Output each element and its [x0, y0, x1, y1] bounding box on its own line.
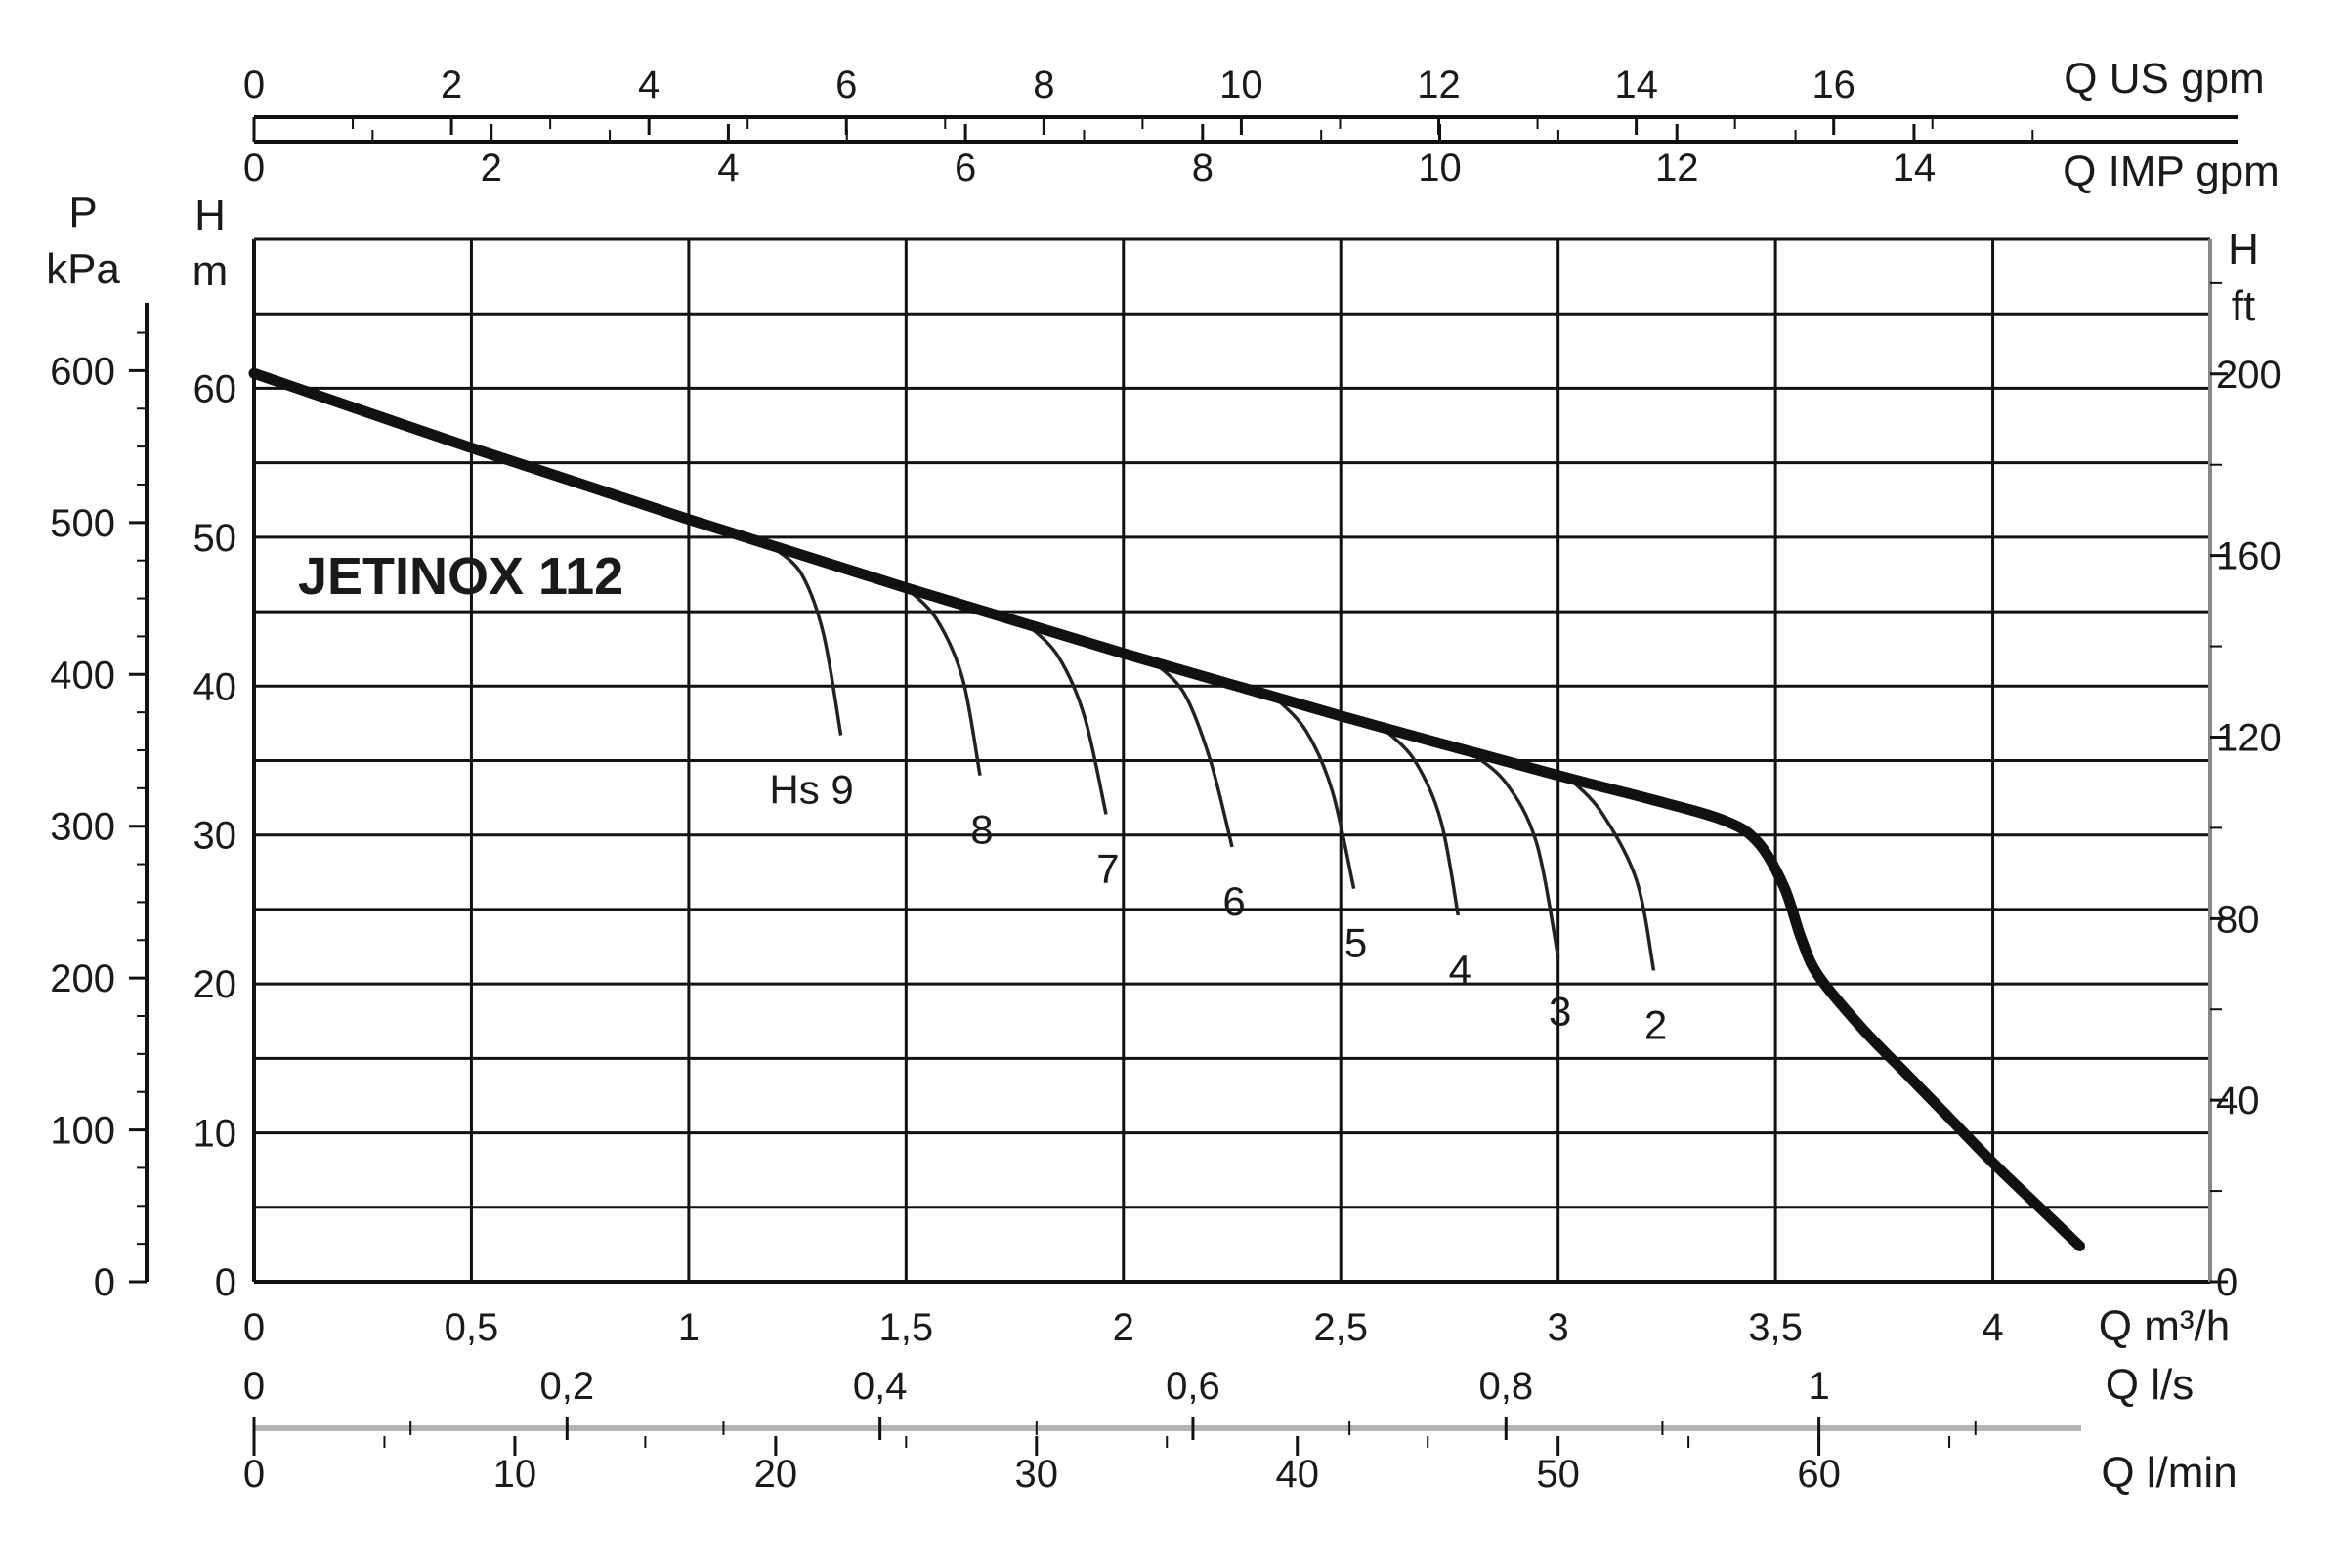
- suction-curve-label: 3: [1549, 989, 1571, 1035]
- suction-curve-label: 2: [1644, 1001, 1667, 1047]
- x-tick-label-usgpm: 6: [835, 64, 857, 106]
- x-tick-label-m3h: 1,5: [879, 1306, 934, 1349]
- x-tick-label-impgpm: 2: [481, 147, 502, 190]
- y-tick-label-m: 60: [193, 367, 237, 410]
- x-tick-label-lmin: 60: [1797, 1453, 1841, 1496]
- suction-curve-2: [905, 586, 982, 777]
- x-tick-label-impgpm: 12: [1655, 147, 1699, 190]
- x-tick-label-usgpm: 2: [441, 64, 462, 106]
- y-tick-label-kpa: 0: [94, 1261, 115, 1304]
- y-tick-label-ft: 160: [2216, 535, 2281, 578]
- x-tick-label-usgpm: 16: [1812, 64, 1855, 106]
- suction-curve-3: [1026, 623, 1108, 815]
- x-tick-label-ls: 0: [243, 1365, 265, 1408]
- x-tick-label-usgpm: 0: [243, 64, 265, 106]
- x-tick-label-usgpm: 12: [1417, 64, 1461, 106]
- x-tick-label-ls: 0,6: [1166, 1365, 1220, 1408]
- y-axis-label-m-line1: H: [194, 191, 226, 239]
- x-tick-label-m3h: 3,5: [1748, 1306, 1803, 1349]
- suction-curve-label: 7: [1096, 845, 1119, 891]
- x-tick-label-m3h: 2: [1113, 1306, 1134, 1349]
- x-tick-label-m3h: 0: [243, 1306, 265, 1349]
- x-tick-label-impgpm: 4: [717, 147, 739, 190]
- suction-curve-8: [1569, 779, 1656, 971]
- y-tick-label-m: 30: [193, 815, 237, 858]
- y-tick-label-kpa: 500: [50, 502, 115, 545]
- x-tick-label-impgpm: 0: [243, 147, 265, 190]
- y-tick-label-ft: 80: [2216, 898, 2260, 941]
- x-tick-label-lmin: 30: [1015, 1453, 1059, 1496]
- x-tick-label-lmin: 50: [1536, 1453, 1580, 1496]
- y-tick-label-m: 50: [193, 517, 237, 560]
- y-tick-label-kpa: 400: [50, 654, 115, 697]
- x-tick-label-ls: 0,4: [853, 1365, 908, 1408]
- y-tick-label-kpa: 100: [50, 1110, 115, 1153]
- chart-title: JETINOX 112: [298, 547, 623, 606]
- y-tick-label-kpa: 200: [50, 957, 115, 1000]
- suction-curve-label: 8: [970, 807, 993, 853]
- suction-curve-4: [1152, 660, 1234, 848]
- x-tick-label-lmin: 10: [493, 1453, 537, 1496]
- x-tick-label-impgpm: 10: [1418, 147, 1462, 190]
- y-tick-label-m: 20: [193, 963, 237, 1006]
- suction-curve-label: 4: [1449, 947, 1471, 993]
- x-tick-label-impgpm: 6: [955, 147, 976, 190]
- x-tick-label-ls: 0,8: [1478, 1365, 1533, 1408]
- x-tick-label-m3h: 0,5: [445, 1306, 499, 1349]
- y-tick-label-kpa: 300: [50, 806, 115, 849]
- y-tick-label-ft: 40: [2216, 1080, 2260, 1123]
- x-tick-label-usgpm: 10: [1219, 64, 1263, 106]
- y-tick-label-kpa: 600: [50, 350, 115, 393]
- x-axis-label-lmin: Q l/min: [2101, 1449, 2237, 1497]
- suction-curve-label: 6: [1222, 878, 1245, 924]
- y-axis-label-ft-line1: H: [2228, 226, 2259, 274]
- suction-curve-label: 5: [1344, 920, 1367, 966]
- x-tick-label-lmin: 20: [754, 1453, 798, 1496]
- suction-curve-7: [1470, 751, 1560, 958]
- suction-curve-5: [1274, 697, 1356, 889]
- y-axis-label-kpa-line1: P: [68, 189, 97, 236]
- x-axis-label-ls: Q l/s: [2106, 1361, 2194, 1409]
- x-tick-label-impgpm: 8: [1192, 147, 1214, 190]
- x-tick-label-m3h: 1: [678, 1306, 700, 1349]
- y-tick-label-m: 0: [215, 1261, 236, 1304]
- x-tick-label-lmin: 40: [1275, 1453, 1319, 1496]
- y-tick-label-m: 10: [193, 1113, 237, 1156]
- x-tick-label-m3h: 3: [1548, 1306, 1569, 1349]
- x-axis-label-m3h: Q m³/h: [2099, 1302, 2230, 1350]
- x-tick-label-ls: 1: [1808, 1365, 1829, 1408]
- x-axis-label-impgpm: Q IMP gpm: [2063, 148, 2280, 195]
- x-tick-label-usgpm: 14: [1614, 64, 1658, 106]
- y-tick-label-m: 40: [193, 665, 237, 708]
- x-axis-label-usgpm: Q US gpm: [2064, 55, 2264, 103]
- y-axis-label-ft-line2: ft: [2232, 282, 2255, 330]
- x-tick-label-lmin: 0: [243, 1453, 265, 1496]
- suction-curve-6: [1383, 728, 1461, 916]
- pump-curve-line: [248, 367, 2085, 1251]
- x-tick-label-m3h: 4: [1982, 1306, 2003, 1349]
- y-tick-label-ft: 200: [2216, 354, 2281, 397]
- x-tick-label-usgpm: 8: [1033, 64, 1054, 106]
- suction-curve-label: Hs 9: [769, 767, 853, 813]
- y-axis-label-m-line2: m: [192, 247, 229, 295]
- y-axis-label-kpa-line2: kPa: [46, 245, 120, 293]
- x-tick-label-ls: 0,2: [540, 1365, 595, 1408]
- y-tick-label-ft: 0: [2216, 1261, 2238, 1304]
- x-tick-label-m3h: 2,5: [1313, 1306, 1368, 1349]
- y-tick-label-ft: 120: [2216, 716, 2281, 759]
- x-tick-label-usgpm: 4: [638, 64, 660, 106]
- suction-curve-1: [774, 547, 843, 736]
- x-tick-label-impgpm: 14: [1893, 147, 1937, 190]
